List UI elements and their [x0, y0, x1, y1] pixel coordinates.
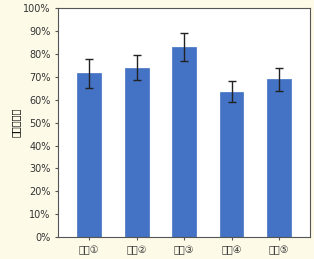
- Bar: [220, 92, 243, 237]
- Bar: [172, 47, 196, 237]
- Y-axis label: 添加回収率: 添加回収率: [10, 108, 20, 137]
- Bar: [77, 74, 101, 237]
- Bar: [267, 79, 291, 237]
- Bar: [125, 68, 149, 237]
